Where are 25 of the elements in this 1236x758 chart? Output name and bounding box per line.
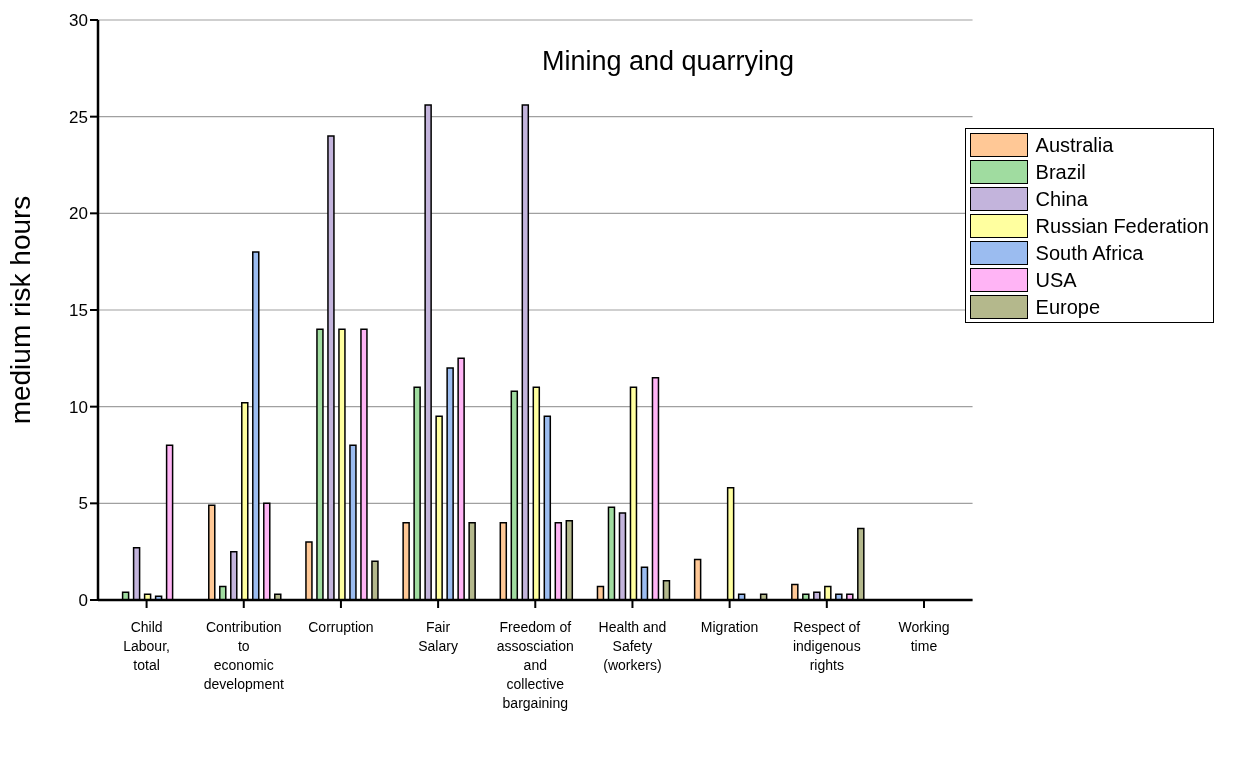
x-tick-label: Child Labour, total [123, 619, 170, 673]
legend-label: China [1035, 186, 1088, 211]
x-tick-label: Respect of indigenous rights [792, 619, 861, 673]
x-tick-label: Contribution to economic development [203, 619, 284, 692]
y-tick-label: 30 [69, 11, 88, 31]
y-tick-label: 5 [78, 494, 88, 514]
x-tick-label: Working time [898, 619, 950, 654]
y-tick-label: 15 [69, 301, 88, 321]
x-tick-label: Freedom of assosciation and collective bargaining [496, 619, 574, 711]
legend-label: USA [1035, 267, 1077, 292]
x-tick-label: Health and Safety (workers) [598, 619, 667, 673]
y-tick-label: 0 [78, 591, 88, 611]
legend-label: Europe [1035, 294, 1101, 319]
legend-label: South Africa [1035, 240, 1144, 265]
legend-label: Australia [1035, 132, 1114, 157]
legend-label: Brazil [1035, 159, 1086, 184]
legend-label: Russian Federation [1035, 213, 1209, 238]
y-axis-title: medium risk hours [4, 195, 36, 425]
x-tick-label: Fair Salary [418, 619, 458, 654]
y-tick-label: 20 [69, 204, 88, 224]
x-tick-label: Corruption [308, 619, 374, 635]
y-tick-label: 25 [69, 107, 88, 127]
text: Mining and quarrying [540, 46, 796, 77]
y-tick-label: 10 [69, 397, 88, 417]
x-tick-label: Migration [700, 619, 759, 635]
